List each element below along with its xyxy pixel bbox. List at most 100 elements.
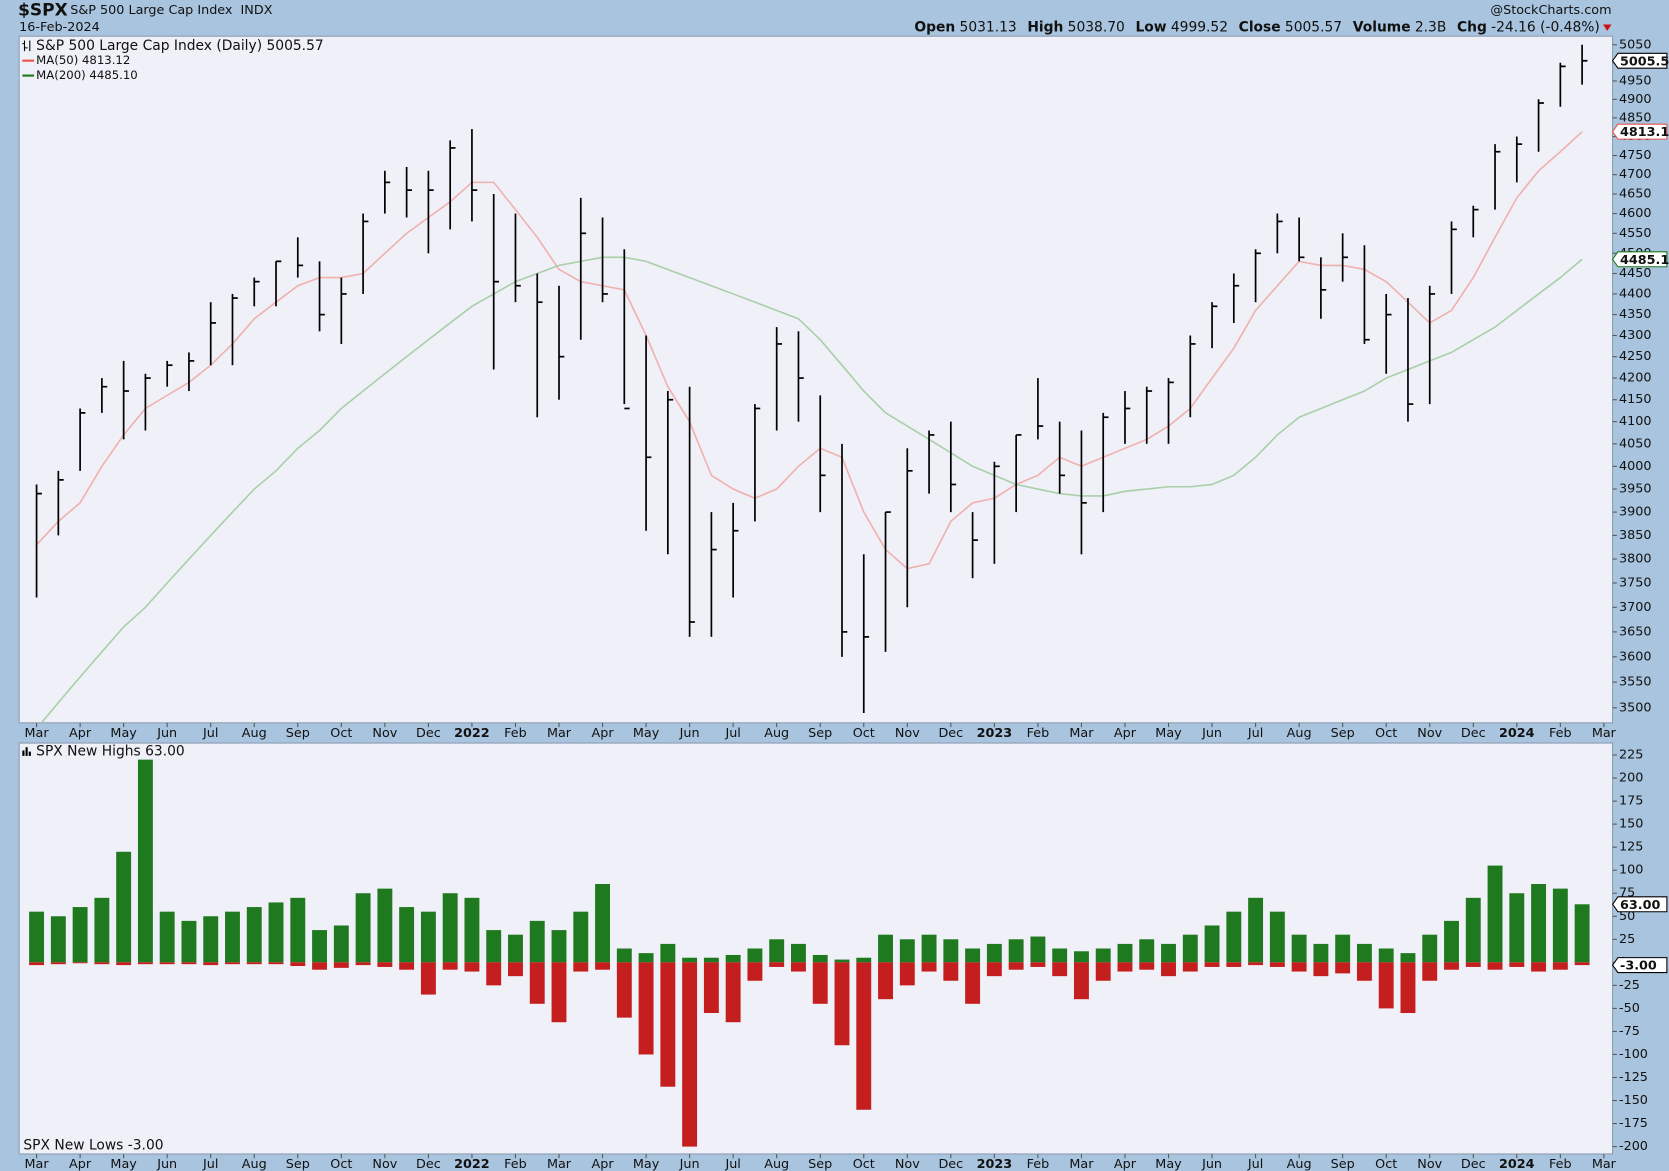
y-tick-label: 4350 (1619, 307, 1651, 322)
breadth-bar (464, 897, 480, 963)
x-tick-label: Feb (1549, 726, 1572, 741)
y-tick-label: 4700 (1619, 167, 1651, 182)
breadth-bar (616, 962, 632, 1018)
y-tick-label: 25 (1619, 932, 1635, 947)
x-tick-label: Mar (25, 1157, 50, 1171)
breadth-bar (181, 962, 197, 965)
breadth-bar (1073, 962, 1089, 1000)
x-tick-label: Jul (202, 726, 218, 741)
breadth-bar (1291, 934, 1307, 963)
quote-value: 5038.70 (1068, 20, 1125, 36)
breadth-bar (1313, 943, 1329, 963)
y-tick-label: -125 (1619, 1070, 1648, 1085)
breadth-bar (137, 962, 153, 965)
x-tick-label: Apr (591, 1157, 614, 1171)
breadth-bar (181, 920, 197, 963)
breadth-bar (225, 911, 240, 963)
breadth-bar (682, 962, 698, 1147)
x-tick-label: Sep (286, 726, 310, 741)
breadth-bar (595, 884, 610, 963)
exchange: INDX (241, 3, 273, 18)
breadth-bar (72, 907, 88, 963)
breadth-bar (1226, 962, 1242, 967)
y-tick-label: 3850 (1619, 528, 1651, 543)
x-tick-label: Feb (1027, 1157, 1050, 1171)
breadth-bar (116, 851, 132, 963)
breadth-bar (682, 957, 698, 963)
y-tick-label: 3600 (1619, 649, 1651, 664)
quote-label: Chg (1457, 20, 1487, 36)
x-tick-label: Aug (1287, 1157, 1312, 1171)
quote-value: 5005.57 (1285, 20, 1342, 36)
breadth-bar (1313, 962, 1329, 977)
y-tick-label: 4100 (1619, 414, 1651, 429)
breadth-bar (1008, 962, 1024, 970)
x-tick-label: Mar (25, 726, 50, 741)
legend-label: MA(50) 4813.12 (36, 53, 130, 67)
x-tick-label: Oct (1375, 1157, 1397, 1171)
breadth-bar (116, 962, 132, 966)
breadth-bar (638, 962, 654, 1055)
symbol: $SPX (18, 1, 68, 21)
y-tick-label: -175 (1619, 1116, 1648, 1131)
breadth-bar (703, 962, 719, 1014)
breadth-bar (1444, 962, 1459, 970)
breadth-bar (834, 959, 850, 963)
y-tick-label: -150 (1619, 1093, 1648, 1108)
x-tick-label: 2023 (977, 1157, 1013, 1171)
x-tick-label: Oct (330, 726, 352, 741)
legend-icon (22, 747, 31, 756)
x-tick-label: Mar (547, 1157, 572, 1171)
y-tick-label: -50 (1619, 1001, 1640, 1016)
y-tick-label: 3750 (1619, 576, 1651, 591)
y-tick-label: 4000 (1619, 459, 1651, 474)
breadth-bar (1248, 897, 1264, 963)
breadth-bar (442, 962, 458, 970)
breadth-bar (747, 948, 763, 963)
last-value-badge (1611, 52, 1668, 69)
breadth-bar (420, 911, 436, 963)
y-tick-label: 3900 (1619, 505, 1651, 520)
legend-label: SPX New Highs 63.00 (36, 744, 185, 760)
x-tick-label: Apr (1114, 1157, 1137, 1171)
breadth-bar (1400, 953, 1416, 963)
x-tick-label: Apr (1114, 726, 1137, 741)
breadth-bar (1204, 962, 1220, 967)
breadth-bar (225, 962, 240, 965)
x-tick-label: Apr (69, 726, 92, 741)
breadth-bar (1487, 865, 1503, 963)
y-tick-label: 4400 (1619, 286, 1651, 301)
down-arrow (1603, 24, 1612, 31)
x-tick-label: Aug (1287, 726, 1312, 741)
watermark: @StockCharts.com (1490, 3, 1611, 18)
breadth-bar (1095, 948, 1111, 963)
x-tick-label: Apr (69, 1157, 92, 1171)
x-tick-label: Aug (242, 1157, 267, 1171)
moving-average-line (35, 131, 1583, 570)
x-tick-label: Feb (1549, 1157, 1572, 1171)
breadth-bar (529, 920, 545, 963)
plot-area (35, 44, 1588, 723)
y-tick-label: 50 (1619, 909, 1635, 924)
breadth-bar (660, 943, 676, 963)
breadth-bar (551, 962, 567, 1023)
y-tick-label: -25 (1619, 978, 1640, 993)
last-value-badge (1611, 123, 1668, 140)
x-tick-label: Mar (1592, 726, 1617, 741)
x-tick-label: 2024 (1499, 726, 1535, 741)
breadth-bar (986, 962, 1002, 977)
breadth-bar (1552, 888, 1568, 963)
x-tick-label: Feb (1027, 726, 1050, 741)
y-tick-label: 3950 (1619, 482, 1651, 497)
breadth-bar (747, 962, 763, 981)
y-tick-label: 4450 (1619, 266, 1651, 281)
breadth-bar (573, 911, 589, 963)
y-tick-label: 3700 (1619, 600, 1651, 615)
breadth-bar (986, 943, 1002, 963)
breadth-bar (921, 962, 937, 972)
last-value-badge (1611, 251, 1668, 268)
breadth-bar (1378, 962, 1394, 1009)
x-tick-label: Nov (895, 726, 920, 741)
breadth-bar (1574, 904, 1590, 963)
